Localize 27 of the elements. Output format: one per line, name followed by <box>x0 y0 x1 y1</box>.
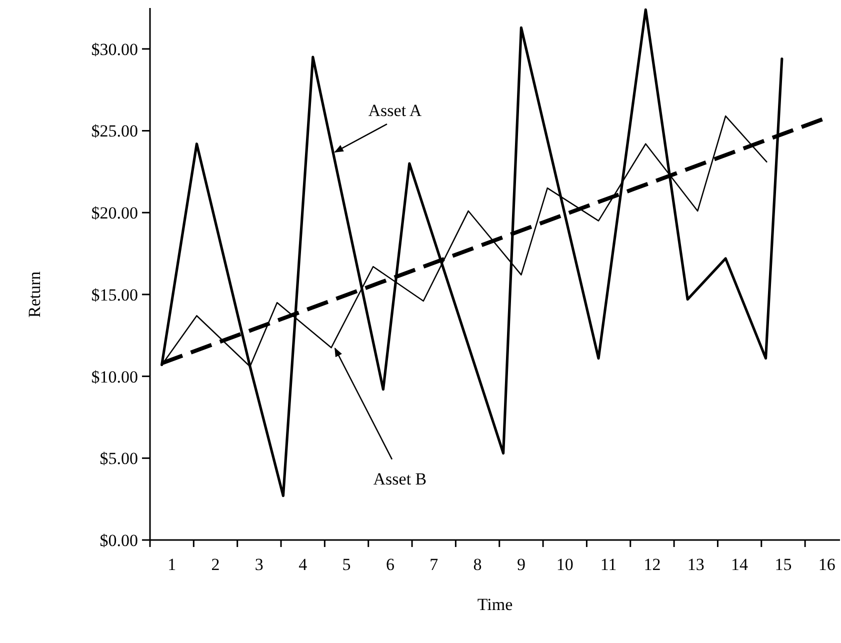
text: Asset B <box>373 469 427 488</box>
y-tick-label: $0.00 <box>100 530 138 550</box>
x-axis-title: Time <box>477 595 513 614</box>
x-tick-label: 3 <box>254 555 264 574</box>
x-tick-label: 11 <box>600 555 617 574</box>
x-tick-label: 10 <box>556 555 574 574</box>
x-tick-label: 6 <box>386 555 394 574</box>
x-tick-label: 4 <box>298 555 308 574</box>
x-tick-label: 7 <box>430 555 439 574</box>
text: Asset A <box>368 101 422 120</box>
y-tick-label: $15.00 <box>91 285 138 304</box>
x-tick-label: 1 <box>168 555 176 574</box>
x-tick-label: 9 <box>516 555 526 574</box>
x-tick-label: 8 <box>473 555 482 574</box>
y-axis-title: Return <box>25 270 44 318</box>
y-tick-label: $10.00 <box>91 367 138 386</box>
x-tick-label: 14 <box>731 555 749 574</box>
x-tick-label: 2 <box>211 555 220 574</box>
x-tick-label: 13 <box>687 555 704 574</box>
x-tick-label: 12 <box>644 555 661 574</box>
y-tick-label: $20.00 <box>91 204 138 223</box>
y-tick-label: $25.00 <box>91 122 138 141</box>
x-tick-label: 5 <box>342 555 351 574</box>
x-tick-label: 16 <box>818 555 836 574</box>
x-tick-label: 15 <box>774 555 792 574</box>
y-tick-label: $30.00 <box>91 40 138 59</box>
y-tick-label: $5.00 <box>100 449 138 468</box>
